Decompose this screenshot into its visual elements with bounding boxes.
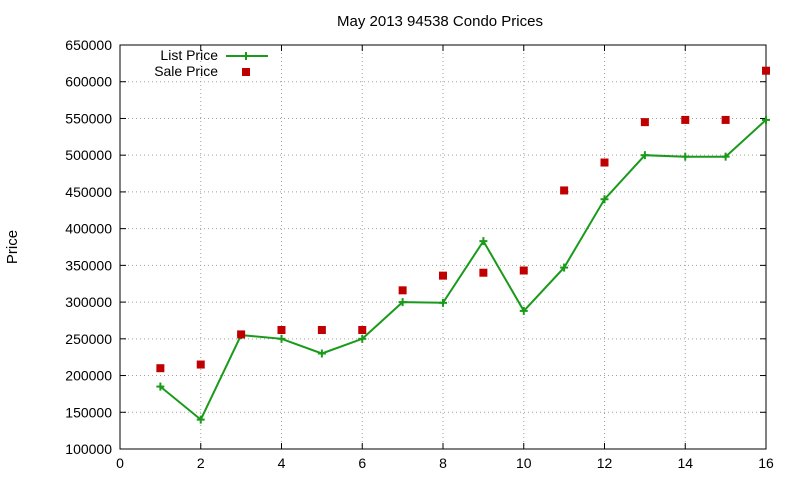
y-tick-label-9: 550000 <box>65 110 112 126</box>
point-list-price-13 <box>681 152 690 161</box>
point-list-price-1 <box>196 415 205 424</box>
point-sale-price-2 <box>237 330 246 339</box>
point-list-price-5 <box>358 334 367 343</box>
point-list-price-0 <box>156 382 165 391</box>
y-tick-label-10: 600000 <box>65 74 112 90</box>
y-tick-label-3: 250000 <box>65 331 112 347</box>
point-list-price-15 <box>762 115 770 124</box>
legend-label-list-price: List Price <box>160 47 218 63</box>
y-tick-label-7: 450000 <box>65 184 112 200</box>
point-sale-price-3 <box>277 326 286 335</box>
y-tick-label-5: 350000 <box>65 257 112 273</box>
point-list-price-10 <box>560 263 569 272</box>
x-tick-label-2: 4 <box>278 455 286 471</box>
chart-title: May 2013 94538 Condo Prices <box>337 13 543 30</box>
point-list-price-12 <box>640 151 649 160</box>
series-line-list-price <box>159 119 767 422</box>
point-sale-price-15 <box>762 66 770 75</box>
legend-label-sale-price: Sale Price <box>154 63 218 79</box>
point-list-price-7 <box>439 298 447 307</box>
point-sale-price-9 <box>519 266 528 275</box>
legend-marker-list-price <box>242 52 250 60</box>
x-tick-label-3: 6 <box>358 455 366 471</box>
point-sale-price-6 <box>398 286 407 295</box>
grid <box>120 45 766 449</box>
point-list-price-8 <box>479 237 488 246</box>
y-tick-label-11: 650000 <box>65 37 112 53</box>
x-tick-label-5: 10 <box>516 455 532 471</box>
axes: 100000 150000 200000 250000 300000 350000 4000… <box>65 37 774 471</box>
point-sale-price-10 <box>560 186 569 195</box>
legend-marker-sale-price <box>242 68 250 76</box>
point-list-price-11 <box>600 195 609 204</box>
point-sale-price-0 <box>156 364 165 373</box>
point-list-price-9 <box>519 306 528 315</box>
point-list-price-3 <box>277 334 286 343</box>
point-sale-price-4 <box>317 326 326 335</box>
point-sale-price-12 <box>640 118 649 127</box>
x-tick-label-4: 8 <box>439 455 447 471</box>
y-tick-label-0: 100000 <box>65 441 112 457</box>
y-tick-label-2: 200000 <box>65 368 112 384</box>
plot-area <box>156 66 770 424</box>
y-tick-label-8: 500000 <box>65 147 112 163</box>
x-tick-label-0: 0 <box>116 455 124 471</box>
x-tick-label-6: 12 <box>597 455 613 471</box>
point-sale-price-13 <box>681 115 690 124</box>
y-tick-label-4: 300000 <box>65 294 112 310</box>
x-tick-label-7: 14 <box>677 455 693 471</box>
legend: List Price Sale Price <box>154 47 268 79</box>
point-sale-price-11 <box>600 158 609 167</box>
point-sale-price-1 <box>196 360 205 369</box>
point-list-price-14 <box>721 152 730 161</box>
point-list-price-4 <box>317 349 326 358</box>
point-sale-price-5 <box>358 326 367 335</box>
y-tick-label-1: 150000 <box>65 404 112 420</box>
point-list-price-6 <box>398 298 407 307</box>
x-tick-label-1: 2 <box>197 455 205 471</box>
point-sale-price-7 <box>439 271 447 280</box>
point-sale-price-14 <box>721 115 730 124</box>
point-sale-price-8 <box>479 268 488 277</box>
y-axis-label: Price <box>4 230 21 264</box>
x-tick-label-8: 16 <box>758 455 774 471</box>
y-tick-label-6: 400000 <box>65 221 112 237</box>
